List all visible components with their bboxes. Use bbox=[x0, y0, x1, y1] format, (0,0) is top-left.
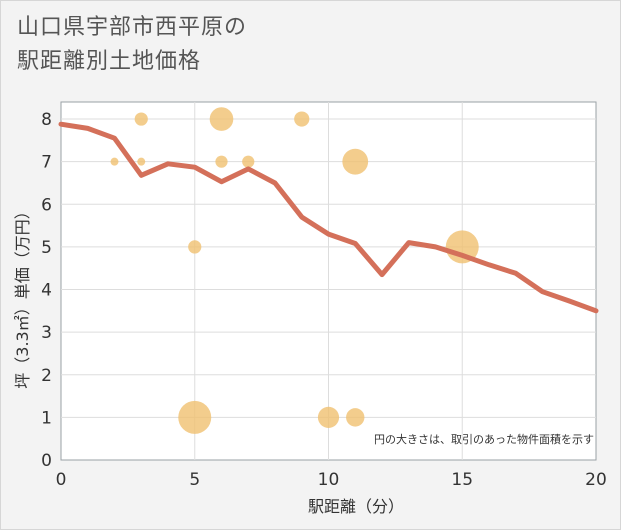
bubble-6 bbox=[215, 155, 228, 168]
chart-title: 山口県宇部市西平原の 駅距離別土地価格 bbox=[17, 11, 247, 79]
x-axis-ticks: 0 5 10 15 20 bbox=[56, 470, 607, 490]
y-axis-label: 坪（3.3㎡）単価（万円） bbox=[13, 203, 32, 388]
bubble-9 bbox=[317, 406, 340, 428]
bubble-3 bbox=[188, 240, 202, 254]
bubble-1 bbox=[134, 112, 148, 126]
y-tick-label-2: 2 bbox=[41, 366, 52, 386]
y-tick-label-0: 0 bbox=[41, 451, 52, 471]
x-tick-label-10: 10 bbox=[318, 470, 340, 490]
y-tick-label-4: 4 bbox=[41, 281, 52, 301]
bubble-5 bbox=[209, 107, 234, 131]
bubble-7 bbox=[242, 155, 255, 168]
title-line-2: 駅距離別土地価格 bbox=[17, 49, 202, 74]
y-tick-label-3: 3 bbox=[41, 323, 52, 343]
bubble-2 bbox=[137, 157, 146, 166]
size-annotation: 円の大きさは、取引のあった物件面積を示す bbox=[374, 432, 594, 446]
x-tick-label-15: 15 bbox=[451, 470, 473, 490]
y-tick-label-1: 1 bbox=[41, 408, 52, 428]
y-tick-label-8: 8 bbox=[41, 110, 52, 130]
price-trend-line bbox=[58, 121, 599, 314]
title-line-1: 山口県宇部市西平原の bbox=[17, 15, 248, 40]
bubble-11 bbox=[342, 148, 369, 175]
x-tick-label-5: 5 bbox=[189, 470, 200, 490]
y-tick-label-6: 6 bbox=[41, 195, 52, 215]
y-tick-label-5: 5 bbox=[41, 238, 52, 258]
bubble-10 bbox=[346, 408, 365, 427]
grid-lines bbox=[61, 102, 596, 460]
y-tick-label-7: 7 bbox=[41, 153, 52, 173]
x-tick-label-0: 0 bbox=[56, 470, 67, 490]
bubble-0 bbox=[110, 157, 119, 166]
bubble-4 bbox=[178, 400, 212, 434]
x-axis-label: 駅距離（分） bbox=[308, 497, 404, 516]
y-axis-ticks: 0 1 2 3 4 5 6 7 8 bbox=[41, 110, 52, 471]
bubble-8 bbox=[294, 111, 310, 127]
x-tick-label-20: 20 bbox=[585, 470, 607, 490]
